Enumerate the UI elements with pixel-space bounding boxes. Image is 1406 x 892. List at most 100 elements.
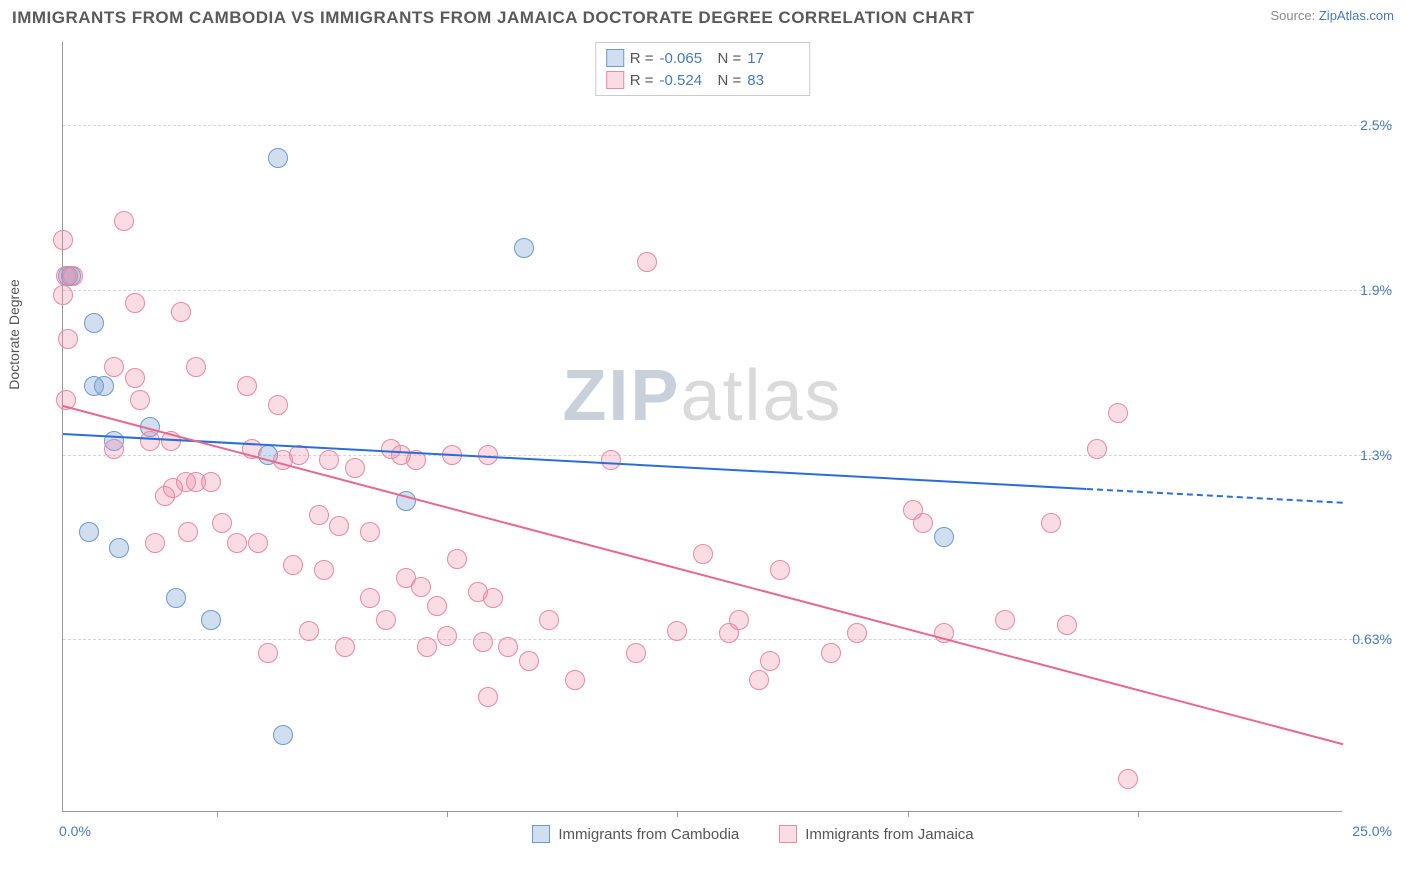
swatch-cambodia (532, 825, 550, 843)
data-point-jamaica (821, 643, 841, 663)
source-link[interactable]: ZipAtlas.com (1319, 8, 1394, 23)
data-point-jamaica (186, 357, 206, 377)
data-point-jamaica (268, 395, 288, 415)
data-point-jamaica (498, 637, 518, 657)
header: IMMIGRANTS FROM CAMBODIA VS IMMIGRANTS F… (12, 8, 1394, 28)
stats-row-jamaica: R = -0.524 N = 83 (606, 69, 800, 91)
legend-item-cambodia: Immigrants from Cambodia (532, 825, 739, 843)
data-point-jamaica (171, 302, 191, 322)
data-point-jamaica (53, 230, 73, 250)
stats-row-cambodia: R = -0.065 N = 17 (606, 47, 800, 69)
data-point-jamaica (565, 670, 585, 690)
watermark: ZIPatlas (562, 355, 842, 437)
n-label: N = (718, 50, 742, 67)
data-point-jamaica (539, 610, 559, 630)
x-tick (908, 811, 909, 817)
data-point-jamaica (335, 637, 355, 657)
data-point-jamaica (237, 376, 257, 396)
gridline (63, 290, 1392, 291)
y-tick-label: 2.5% (1346, 117, 1392, 133)
data-point-cambodia (79, 522, 99, 542)
data-point-jamaica (1057, 615, 1077, 635)
data-point-cambodia (84, 376, 104, 396)
data-point-jamaica (447, 549, 467, 569)
trend-line (63, 405, 1344, 745)
r-value-cambodia: -0.065 (660, 50, 712, 67)
data-point-jamaica (376, 610, 396, 630)
swatch-jamaica (779, 825, 797, 843)
y-tick-label: 1.9% (1346, 282, 1392, 298)
data-point-cambodia (84, 313, 104, 333)
r-value-jamaica: -0.524 (660, 72, 712, 89)
data-point-jamaica (1041, 513, 1061, 533)
data-point-jamaica (913, 513, 933, 533)
data-point-jamaica (53, 285, 73, 305)
x-axis-min-label: 0.0% (59, 823, 91, 839)
legend-label-cambodia: Immigrants from Cambodia (558, 826, 739, 843)
data-point-jamaica (478, 687, 498, 707)
data-point-jamaica (248, 533, 268, 553)
y-axis-label: Doctorate Degree (6, 279, 22, 390)
data-point-jamaica (319, 450, 339, 470)
data-point-jamaica (212, 513, 232, 533)
data-point-jamaica (601, 450, 621, 470)
data-point-jamaica (63, 266, 83, 286)
data-point-jamaica (1118, 769, 1138, 789)
data-point-jamaica (847, 623, 867, 643)
data-point-jamaica (140, 431, 160, 451)
y-tick-label: 0.63% (1346, 631, 1392, 647)
data-point-jamaica (125, 368, 145, 388)
x-axis-max-label: 25.0% (1352, 823, 1392, 839)
data-point-jamaica (667, 621, 687, 641)
data-point-jamaica (345, 458, 365, 478)
data-point-cambodia (934, 527, 954, 547)
data-point-jamaica (283, 555, 303, 575)
data-point-jamaica (749, 670, 769, 690)
watermark-zip: ZIP (562, 356, 680, 436)
data-point-jamaica (104, 439, 124, 459)
gridline (63, 125, 1392, 126)
data-point-jamaica (360, 588, 380, 608)
n-value-cambodia: 17 (747, 50, 799, 67)
data-point-jamaica (145, 533, 165, 553)
source-credit: Source: ZipAtlas.com (1270, 8, 1394, 23)
data-point-jamaica (760, 651, 780, 671)
swatch-cambodia (606, 49, 624, 67)
legend-item-jamaica: Immigrants from Jamaica (779, 825, 973, 843)
series-legend: Immigrants from Cambodia Immigrants from… (113, 825, 1393, 843)
data-point-jamaica (693, 544, 713, 564)
n-label: N = (718, 72, 742, 89)
data-point-jamaica (770, 560, 790, 580)
x-tick (677, 811, 678, 817)
r-label: R = (630, 72, 654, 89)
stats-legend: R = -0.065 N = 17 R = -0.524 N = 83 (595, 42, 811, 96)
watermark-atlas: atlas (680, 356, 842, 436)
data-point-jamaica (427, 596, 447, 616)
data-point-jamaica (58, 329, 78, 349)
data-point-jamaica (729, 610, 749, 630)
data-point-jamaica (114, 211, 134, 231)
data-point-jamaica (258, 643, 278, 663)
swatch-jamaica (606, 71, 624, 89)
data-point-jamaica (125, 293, 145, 313)
data-point-jamaica (163, 478, 183, 498)
data-point-jamaica (519, 651, 539, 671)
data-point-jamaica (130, 390, 150, 410)
plot-area: ZIPatlas R = -0.065 N = 17 R = -0.524 N … (62, 42, 1342, 812)
data-point-jamaica (995, 610, 1015, 630)
data-point-cambodia (268, 148, 288, 168)
source-prefix: Source: (1270, 8, 1318, 23)
data-point-cambodia (514, 238, 534, 258)
data-point-jamaica (417, 637, 437, 657)
data-point-jamaica (299, 621, 319, 641)
data-point-jamaica (411, 577, 431, 597)
data-point-jamaica (437, 626, 457, 646)
data-point-jamaica (104, 357, 124, 377)
data-point-cambodia (273, 725, 293, 745)
n-value-jamaica: 83 (747, 72, 799, 89)
legend-label-jamaica: Immigrants from Jamaica (805, 826, 973, 843)
y-tick-label: 1.3% (1346, 447, 1392, 463)
data-point-jamaica (360, 522, 380, 542)
data-point-jamaica (1087, 439, 1107, 459)
data-point-jamaica (314, 560, 334, 580)
